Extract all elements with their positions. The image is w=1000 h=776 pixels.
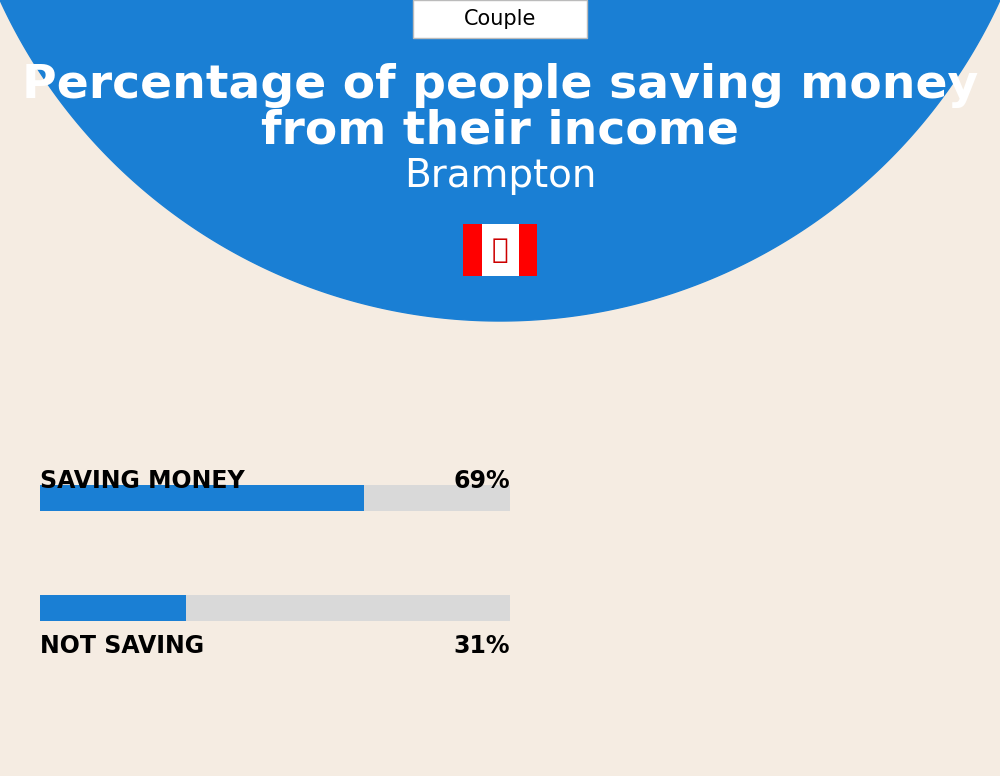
- Bar: [463, 224, 482, 276]
- Text: Couple: Couple: [464, 9, 536, 29]
- Bar: [463, 224, 537, 276]
- Bar: [40, 595, 510, 621]
- Bar: [40, 485, 364, 511]
- Text: NOT SAVING: NOT SAVING: [40, 634, 204, 658]
- Text: 🍁: 🍁: [492, 236, 508, 264]
- Bar: [518, 224, 537, 276]
- Text: 69%: 69%: [453, 469, 510, 493]
- Text: SAVING MONEY: SAVING MONEY: [40, 469, 245, 493]
- Text: Percentage of people saving money: Percentage of people saving money: [22, 64, 978, 109]
- FancyBboxPatch shape: [413, 0, 587, 38]
- Polygon shape: [0, 0, 1000, 321]
- Text: from their income: from their income: [261, 109, 739, 154]
- Text: 31%: 31%: [454, 634, 510, 658]
- Bar: [40, 485, 510, 511]
- Text: Brampton: Brampton: [404, 157, 596, 195]
- Bar: [40, 595, 186, 621]
